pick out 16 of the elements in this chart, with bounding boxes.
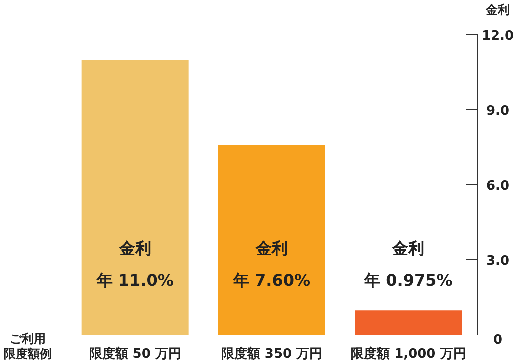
y-tick-label: 6.0 xyxy=(486,179,510,194)
y-tick-label: 3.0 xyxy=(486,254,510,269)
y-tick-label: 9.0 xyxy=(486,104,510,119)
x-tick-label: 限度額 1,000 万円 xyxy=(351,346,466,362)
data-label: 年 7.60% xyxy=(232,271,311,290)
y-tick-label: 12.0 xyxy=(482,29,514,44)
data-label: 年 0.975% xyxy=(364,271,453,290)
data-label: 年 11.0% xyxy=(96,271,174,290)
x-tick-label: 限度額 50 万円 xyxy=(89,346,182,362)
x-axis-title: ご利用限度額例 xyxy=(4,332,52,361)
y-axis-title: 金利 xyxy=(118,239,152,258)
text: 金利 xyxy=(485,3,510,17)
x-tick-label: 限度額 350 万円 xyxy=(221,346,323,362)
annotation: 金利 xyxy=(255,239,288,258)
annotation: 金利 xyxy=(392,239,425,258)
y-tick-label: 0 xyxy=(493,333,503,348)
